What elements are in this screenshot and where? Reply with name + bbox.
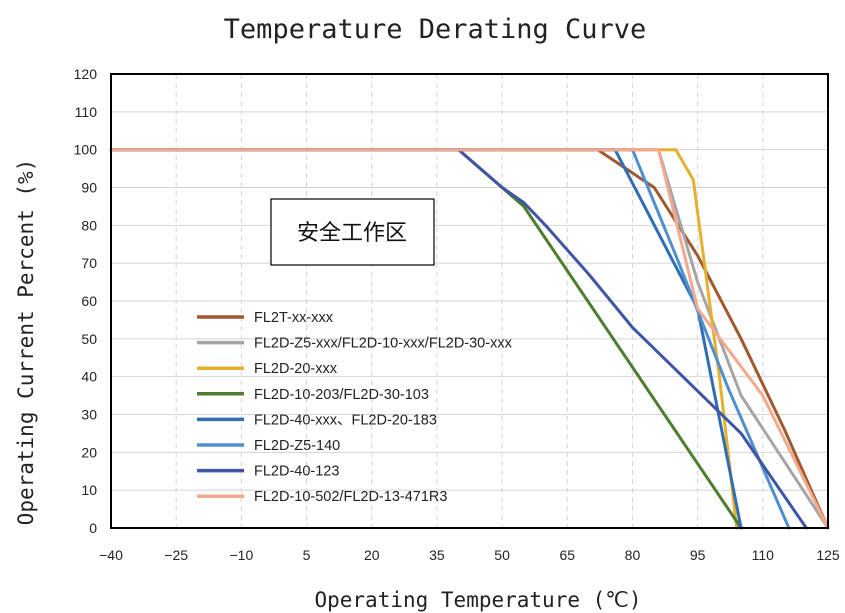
x-tick-label: −40 [99,547,123,563]
y-tick-label: 90 [81,180,97,196]
x-tick-labels: −40 −25 −10 5 20 35 50 65 80 95 110 125 [99,547,840,563]
legend: FL2T-xx-xxx FL2D-Z5-xxx/FL2D-10-xxx/FL2D-… [197,310,513,505]
y-tick-label: 10 [81,482,97,498]
x-tick-label: 5 [303,547,311,563]
x-tick-label: 95 [690,547,706,563]
safe-zone-annotation: 安全工作区 [270,198,435,266]
y-tick-label: 80 [81,217,97,233]
x-tick-label: 80 [625,547,641,563]
chart-title: Temperature Derating Curve [224,14,647,45]
y-axis-title: Operating Current Percent (%) [14,159,38,526]
x-axis-title: Operating Temperature (℃) [314,588,641,612]
y-tick-label: 100 [74,142,98,158]
x-tick-label: −10 [229,547,253,563]
x-tick-label: 65 [559,547,575,563]
legend-label: FL2D-40-xxx、FL2D-20-183 [254,412,437,428]
legend-label: FL2D-20-xxx [254,361,338,377]
legend-label: FL2D-Z5-xxx/FL2D-10-xxx/FL2D-30-xxx [254,336,513,352]
plot-area-frame [110,73,829,529]
annotation-box [270,198,435,266]
x-tick-label: 35 [429,547,445,563]
y-tick-label: 110 [75,104,98,120]
series-line [109,148,808,530]
y-tick-label: 50 [81,331,97,347]
legend-label: FL2D-Z5-140 [254,438,340,454]
series-line [109,148,830,530]
y-tick-label: 30 [81,407,97,423]
legend-label: FL2T-xx-xxx [254,310,334,326]
y-tick-label: 120 [74,66,98,82]
y-tick-label: 60 [81,293,97,309]
legend-label: FL2D-10-502/FL2D-13-471R3 [254,489,447,505]
y-tick-labels: 0 10 20 30 40 50 60 70 80 90 100 110 120 [74,66,98,536]
series-lines [109,148,830,530]
x-tick-label: 50 [494,547,510,563]
legend-label: FL2D-40-123 [254,464,339,480]
y-tick-label: 70 [81,255,97,271]
x-tick-label: −25 [164,547,188,563]
x-tick-label: 20 [364,547,380,563]
y-tick-label: 0 [89,520,97,536]
y-tick-label: 20 [81,444,97,460]
x-tick-label: 110 [752,547,775,563]
annotation-label: 安全工作区 [297,221,407,246]
x-tick-label: 125 [816,547,840,563]
y-tick-label: 40 [81,369,97,385]
legend-label: FL2D-10-203/FL2D-30-103 [254,387,429,403]
